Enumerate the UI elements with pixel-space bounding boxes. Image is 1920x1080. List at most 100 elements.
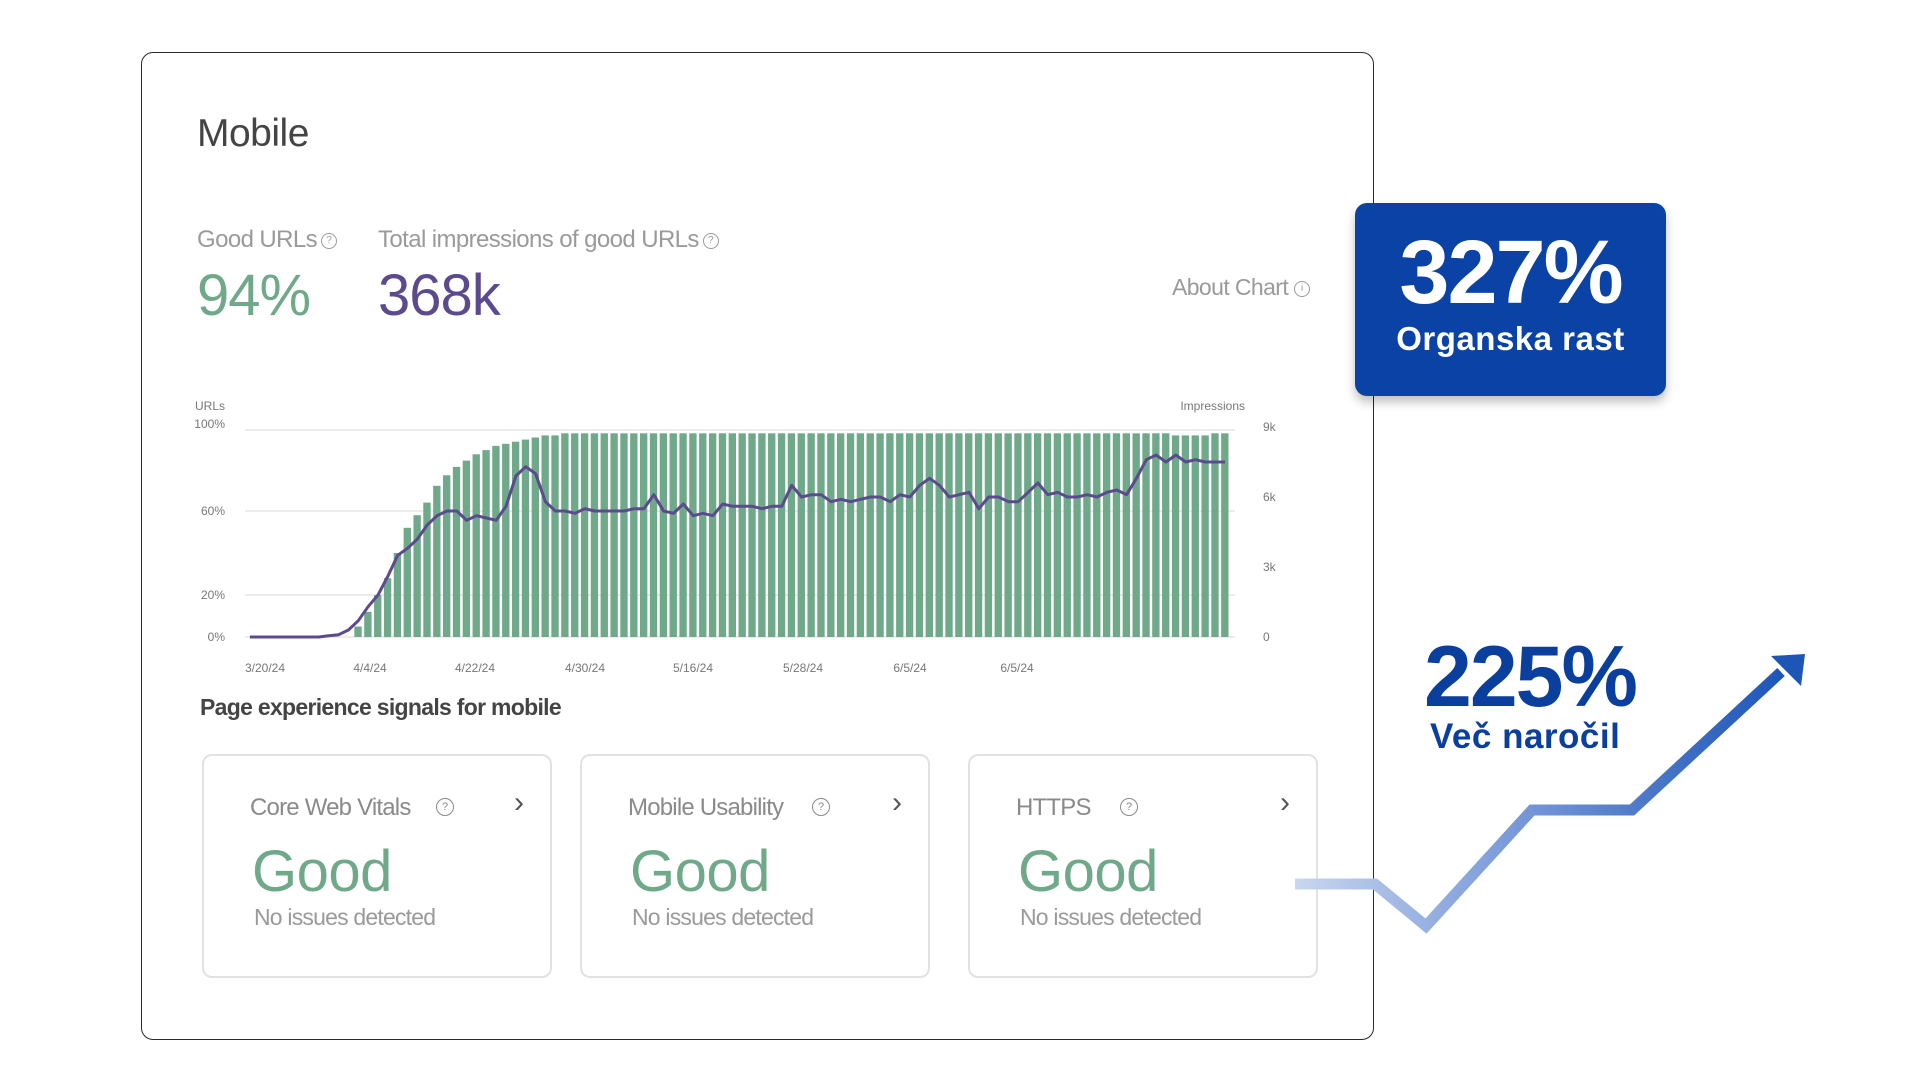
bar bbox=[718, 433, 727, 637]
bar bbox=[511, 441, 520, 637]
impressions-label-text: Total impressions of good URLs bbox=[378, 226, 699, 253]
bar bbox=[915, 433, 924, 637]
bar bbox=[837, 433, 845, 637]
signal-status: Good bbox=[1018, 839, 1158, 904]
x-tick-label: 3/20/24 bbox=[245, 661, 285, 675]
bar bbox=[482, 450, 490, 637]
bar bbox=[1093, 433, 1101, 637]
bar bbox=[807, 433, 815, 637]
bar bbox=[1142, 433, 1150, 637]
bar bbox=[669, 433, 677, 637]
bar bbox=[777, 433, 786, 637]
bar bbox=[787, 433, 796, 637]
bar bbox=[492, 445, 500, 637]
bar bbox=[679, 433, 687, 637]
bar bbox=[1211, 433, 1219, 637]
chevron-right-icon[interactable]: › bbox=[892, 786, 902, 819]
bar bbox=[610, 433, 618, 637]
signal-label: HTTPS bbox=[1016, 794, 1091, 821]
bar bbox=[443, 475, 451, 637]
signal-sub: No issues detected bbox=[1020, 904, 1202, 930]
bar bbox=[649, 433, 658, 637]
left-axis-label: URLs bbox=[195, 399, 225, 413]
x-tick-label: 5/28/24 bbox=[783, 661, 823, 675]
help-icon[interactable]: ? bbox=[812, 798, 830, 816]
badge-value: 327% bbox=[1399, 223, 1623, 323]
orders-growth-value: 225% bbox=[1424, 629, 1638, 725]
bar bbox=[965, 433, 973, 637]
bar bbox=[1102, 433, 1111, 637]
x-tick-label: 6/5/24 bbox=[893, 661, 927, 675]
urls-impressions-chart: URLs Impressions 100% 60% 20% 0% 9k 6k 3k 0 3/20/2… bbox=[194, 399, 1276, 675]
signal-card-mobile-usability[interactable]: Mobile Usability ? › Good No issues dete… bbox=[580, 754, 930, 978]
help-icon[interactable]: ? bbox=[702, 232, 719, 249]
bar bbox=[640, 433, 648, 637]
bar bbox=[699, 433, 707, 637]
bar bbox=[413, 515, 421, 637]
bar bbox=[502, 443, 510, 637]
right-axis-label: Impressions bbox=[1180, 399, 1245, 413]
bar bbox=[955, 433, 963, 637]
bar bbox=[758, 433, 766, 637]
bar bbox=[531, 437, 539, 637]
signal-sub: No issues detected bbox=[632, 904, 814, 930]
help-icon[interactable]: ? bbox=[321, 232, 337, 249]
bar bbox=[728, 433, 736, 637]
bar bbox=[659, 433, 668, 637]
chevron-right-icon[interactable]: › bbox=[1280, 786, 1290, 819]
bar bbox=[580, 433, 589, 637]
bar bbox=[393, 553, 402, 637]
bar bbox=[472, 454, 480, 637]
bar bbox=[462, 460, 471, 637]
signal-card-core-web-vitals[interactable]: Core Web Vitals ? › Good No issues detec… bbox=[202, 754, 552, 978]
orders-growth-label: Več naročil bbox=[1430, 717, 1621, 756]
good-urls-value: 94% bbox=[197, 263, 311, 328]
bar bbox=[896, 433, 904, 637]
bar bbox=[383, 578, 392, 637]
bar bbox=[1112, 433, 1121, 637]
bar bbox=[433, 485, 441, 637]
bar bbox=[600, 433, 608, 637]
bar bbox=[521, 439, 530, 637]
bar bbox=[1024, 433, 1032, 637]
bar bbox=[403, 527, 411, 637]
bar bbox=[1063, 433, 1071, 637]
about-chart-link[interactable]: About Chart i bbox=[1172, 274, 1311, 301]
signal-sub: No issues detected bbox=[254, 904, 436, 930]
y-tick-right: 0 bbox=[1263, 630, 1270, 644]
chevron-right-icon[interactable]: › bbox=[514, 786, 524, 819]
bar bbox=[590, 433, 599, 637]
impressions-label: Total impressions of good URLs? bbox=[378, 226, 719, 254]
bar bbox=[945, 433, 953, 637]
bar bbox=[846, 433, 855, 637]
bar bbox=[1034, 433, 1042, 637]
help-icon[interactable]: ? bbox=[436, 798, 454, 816]
y-tick-left: 100% bbox=[194, 417, 225, 431]
bar bbox=[974, 433, 983, 637]
bar bbox=[768, 433, 776, 637]
bar bbox=[797, 433, 805, 637]
badge-label: Organska rast bbox=[1396, 320, 1625, 357]
signal-card-https[interactable]: HTTPS ? › Good No issues detected bbox=[968, 754, 1318, 978]
bar bbox=[1014, 433, 1022, 637]
x-tick-label: 4/22/24 bbox=[455, 661, 495, 675]
bar bbox=[876, 433, 884, 637]
bar bbox=[1152, 433, 1160, 637]
bar bbox=[738, 433, 746, 637]
good-urls-label-text: Good URLs bbox=[197, 226, 318, 253]
bar bbox=[1221, 433, 1229, 637]
info-icon: i bbox=[1294, 280, 1311, 297]
bar bbox=[630, 433, 638, 637]
bar bbox=[827, 433, 835, 637]
signal-status: Good bbox=[630, 839, 770, 904]
about-chart-label: About Chart bbox=[1172, 274, 1289, 300]
bar bbox=[374, 595, 382, 637]
bar bbox=[1162, 433, 1170, 637]
bar bbox=[925, 433, 933, 637]
x-tick-label: 4/30/24 bbox=[565, 661, 605, 675]
y-tick-left: 60% bbox=[201, 504, 225, 518]
bar bbox=[1201, 435, 1209, 637]
help-icon[interactable]: ? bbox=[1120, 798, 1138, 816]
bar bbox=[620, 433, 628, 637]
bar bbox=[935, 433, 943, 637]
